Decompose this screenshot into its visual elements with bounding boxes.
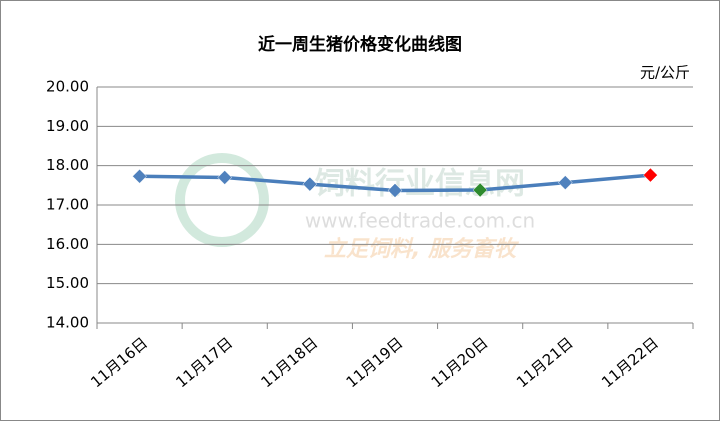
watermark: 饲料行业信息网 www.feedtrade.com.cn 立足饲料, 服务畜牧 [175, 153, 535, 262]
y-tick-label: 19.00 [46, 117, 89, 135]
marker [302, 176, 318, 192]
marker [132, 168, 147, 184]
y-tick-label: 17.00 [46, 196, 89, 214]
watermark-text: www.feedtrade.com.cn [305, 209, 535, 233]
y-tick-label: 14.00 [46, 314, 89, 332]
marker [472, 182, 488, 198]
chart-title: 近一周生猪价格变化曲线图 [258, 34, 462, 55]
marker [643, 167, 658, 183]
marker [217, 170, 233, 185]
y-tick-label: 20.00 [46, 78, 89, 96]
marker [557, 175, 573, 190]
y-tick-label: 18.00 [46, 156, 89, 174]
watermark-text: 立足饲料, 服务畜牧 [324, 236, 520, 262]
marker [387, 183, 403, 198]
y-tick-label: 15.00 [46, 274, 89, 292]
y-tick-label: 16.00 [46, 235, 89, 253]
watermark-logo [175, 153, 269, 247]
watermark-text: 饲料行业信息网 [314, 167, 525, 202]
unit-label: 元/公斤 [640, 64, 690, 82]
